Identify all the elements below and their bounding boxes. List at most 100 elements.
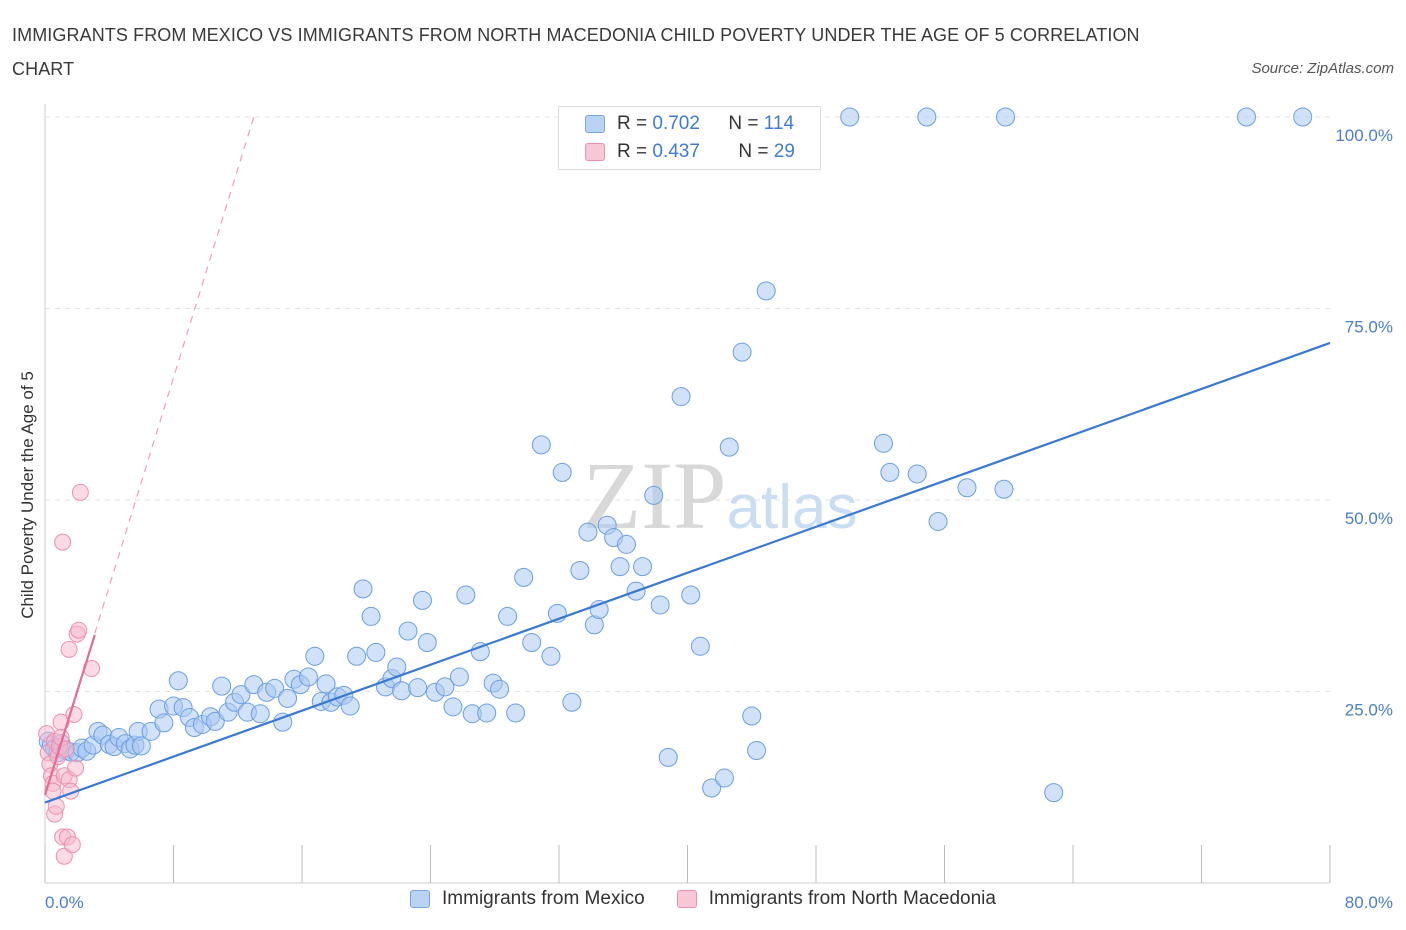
data-point-mexico	[131, 736, 151, 756]
data-point-mexico	[265, 678, 285, 698]
data-point-mexico	[570, 560, 590, 580]
x-tick-label: 0.0%	[45, 893, 84, 912]
data-point-mexico	[552, 462, 572, 482]
data-point-mexico	[671, 387, 691, 407]
legend-n-label: N =	[728, 113, 764, 134]
data-point-mexico	[880, 462, 900, 482]
data-point-mexico	[408, 678, 428, 698]
trend-line-north-macedonia	[43, 634, 96, 796]
data-point-mexico	[917, 107, 937, 127]
legend-swatch-blue	[585, 115, 605, 133]
legend-n-value: 114	[763, 113, 795, 134]
y-tick-label: 100.0%	[1335, 126, 1393, 145]
legend-item-north-macedonia: Immigrants from North Macedonia	[676, 888, 996, 910]
data-point-mexico	[443, 697, 463, 717]
legend-n-value: 29	[773, 141, 795, 162]
data-point-mexico	[231, 685, 251, 705]
data-point-mexico	[928, 511, 948, 531]
legend-row-mexico: R = 0.702 N = 114	[585, 111, 794, 137]
data-point-mexico	[522, 632, 542, 652]
data-point-mexico	[490, 679, 510, 699]
data-point-mexico	[168, 671, 188, 691]
y-tick-label: 25.0%	[1345, 701, 1393, 720]
data-point-mexico	[1044, 783, 1064, 803]
legend-r-label: R =	[617, 113, 653, 134]
data-point-mexico	[417, 632, 437, 652]
legend-swatch-blue	[410, 890, 431, 908]
data-point-mexico	[273, 712, 293, 732]
data-point-mexico	[714, 768, 734, 788]
data-point-mexico	[658, 747, 678, 767]
data-point-mexico	[470, 642, 490, 662]
legend-swatch-pink	[676, 890, 697, 908]
legend-label-mexico: Immigrants from Mexico	[442, 888, 645, 909]
data-point-mexico	[398, 621, 418, 641]
data-point-north-macedonia	[70, 621, 88, 639]
data-point-mexico	[681, 585, 701, 605]
data-point-mexico	[392, 681, 412, 701]
source-label: Source: ZipAtlas.com	[1251, 60, 1394, 77]
data-point-mexico	[506, 703, 526, 723]
data-point-mexico	[747, 740, 767, 760]
data-point-mexico	[957, 478, 977, 498]
data-point-north-macedonia	[57, 740, 75, 758]
stats-legend: R = 0.702 N = 114 R = 0.437 N = 29	[558, 106, 821, 170]
data-point-north-macedonia	[63, 836, 81, 854]
data-point-mexico	[732, 342, 752, 362]
data-point-mexico	[456, 585, 476, 605]
y-tick-label: 50.0%	[1345, 509, 1393, 528]
data-point-mexico	[278, 688, 298, 708]
data-point-mexico	[633, 557, 653, 577]
data-point-north-macedonia	[71, 483, 89, 501]
data-point-mexico	[907, 464, 927, 484]
legend-item-mexico: Immigrants from Mexico	[410, 888, 645, 910]
legend-r-label: R =	[617, 141, 653, 162]
data-point-mexico	[212, 676, 232, 696]
data-point-mexico	[412, 590, 432, 610]
data-point-mexico	[578, 522, 598, 542]
data-point-mexico	[298, 667, 318, 687]
data-point-mexico	[616, 534, 636, 554]
data-point-mexico	[690, 636, 710, 656]
data-point-mexico	[840, 107, 860, 127]
legend-swatch-pink	[585, 143, 605, 161]
watermark: ZIPatlas	[583, 442, 858, 549]
data-point-mexico	[347, 646, 367, 666]
data-point-mexico	[702, 778, 722, 798]
data-point-mexico	[644, 485, 664, 505]
data-point-north-macedonia	[67, 759, 85, 777]
trend-line-mexico	[44, 341, 1331, 804]
data-point-mexico	[477, 703, 497, 723]
data-point-mexico	[340, 696, 360, 716]
data-point-mexico	[449, 667, 469, 687]
axis-ticks: 25.0% 50.0% 75.0% 100.0% 0.0% 80.0%	[45, 126, 1393, 912]
data-point-mexico	[650, 595, 670, 615]
data-point-north-macedonia	[55, 847, 73, 865]
data-point-mexico	[1293, 107, 1313, 127]
chart-title: IMMIGRANTS FROM MEXICO VS IMMIGRANTS FRO…	[12, 25, 1140, 79]
data-point-mexico	[873, 433, 893, 453]
data-point-mexico	[250, 704, 270, 724]
data-point-mexico	[305, 646, 325, 666]
series-north-macedonia-points	[38, 483, 101, 865]
data-point-mexico	[387, 657, 407, 677]
data-point-mexico	[205, 711, 225, 731]
data-point-mexico	[610, 557, 630, 577]
legend-r-value: 0.437	[652, 141, 700, 162]
data-point-mexico	[531, 435, 551, 455]
data-point-mexico	[435, 677, 455, 697]
y-tick-label: 75.0%	[1345, 318, 1393, 337]
data-point-mexico	[498, 606, 518, 626]
data-point-mexico	[719, 437, 739, 457]
data-point-mexico	[756, 281, 776, 301]
data-point-mexico	[1236, 107, 1256, 127]
data-point-mexico	[154, 713, 174, 733]
series-mexico-points	[38, 107, 1313, 803]
data-point-mexico	[996, 107, 1016, 127]
x-tick-label: 80.0%	[1345, 893, 1393, 912]
data-point-mexico	[366, 642, 386, 662]
gridlines	[45, 116, 1330, 692]
data-point-mexico	[541, 646, 561, 666]
legend-n-label: N =	[738, 141, 774, 162]
